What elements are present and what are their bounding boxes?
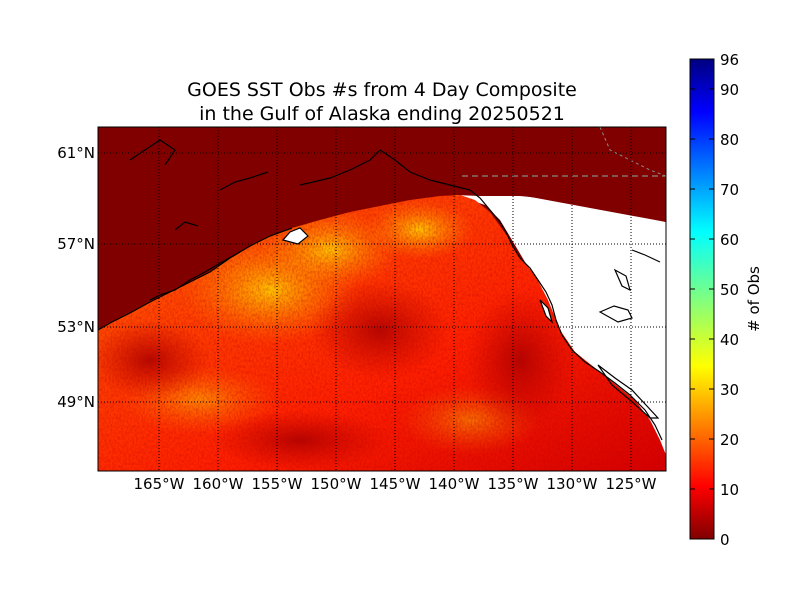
lon-label-150w: 150°W bbox=[311, 475, 362, 493]
lat-label-49n: 49°N bbox=[57, 393, 95, 411]
ocean-obs-field bbox=[98, 195, 666, 471]
lon-label-165w: 165°W bbox=[134, 475, 185, 493]
map-title-line-1: GOES SST Obs #s from 4 Day Composite bbox=[187, 79, 577, 101]
map-frame bbox=[97, 126, 667, 472]
colorbar-ticks bbox=[690, 88, 714, 540]
colorbar bbox=[689, 58, 715, 540]
lat-label-53n: 53°N bbox=[57, 318, 95, 336]
colorbar-tick-20: 20 bbox=[720, 431, 739, 449]
map-title-line-2: in the Gulf of Alaska ending 20250521 bbox=[199, 103, 565, 125]
lon-label-130w: 130°W bbox=[547, 475, 598, 493]
lat-label-57n: 57°N bbox=[57, 235, 95, 253]
colorbar-tick-10: 10 bbox=[720, 481, 739, 499]
lon-label-145w: 145°W bbox=[370, 475, 421, 493]
colorbar-tick-50: 50 bbox=[720, 281, 739, 299]
colorbar-tick-70: 70 bbox=[720, 181, 739, 199]
lon-label-125w: 125°W bbox=[606, 475, 657, 493]
lat-label-61n: 61°N bbox=[57, 144, 95, 162]
colorbar-tick-80: 80 bbox=[720, 131, 739, 149]
colorbar-tick-96: 96 bbox=[720, 51, 739, 69]
lon-label-140w: 140°W bbox=[429, 475, 480, 493]
colorbar-label: # of Obs bbox=[745, 266, 763, 332]
graticule bbox=[98, 127, 666, 471]
colorbar-tick-60: 60 bbox=[720, 231, 739, 249]
lon-label-155w: 155°W bbox=[252, 475, 303, 493]
colorbar-tick-30: 30 bbox=[720, 381, 739, 399]
colorbar-tick-90: 90 bbox=[720, 81, 739, 99]
lon-label-135w: 135°W bbox=[488, 475, 539, 493]
colorbar-tick-40: 40 bbox=[720, 331, 739, 349]
colorbar-tick-0: 0 bbox=[720, 531, 730, 549]
coastline bbox=[98, 139, 663, 441]
lon-label-160w: 160°W bbox=[193, 475, 244, 493]
map-area bbox=[98, 127, 666, 471]
